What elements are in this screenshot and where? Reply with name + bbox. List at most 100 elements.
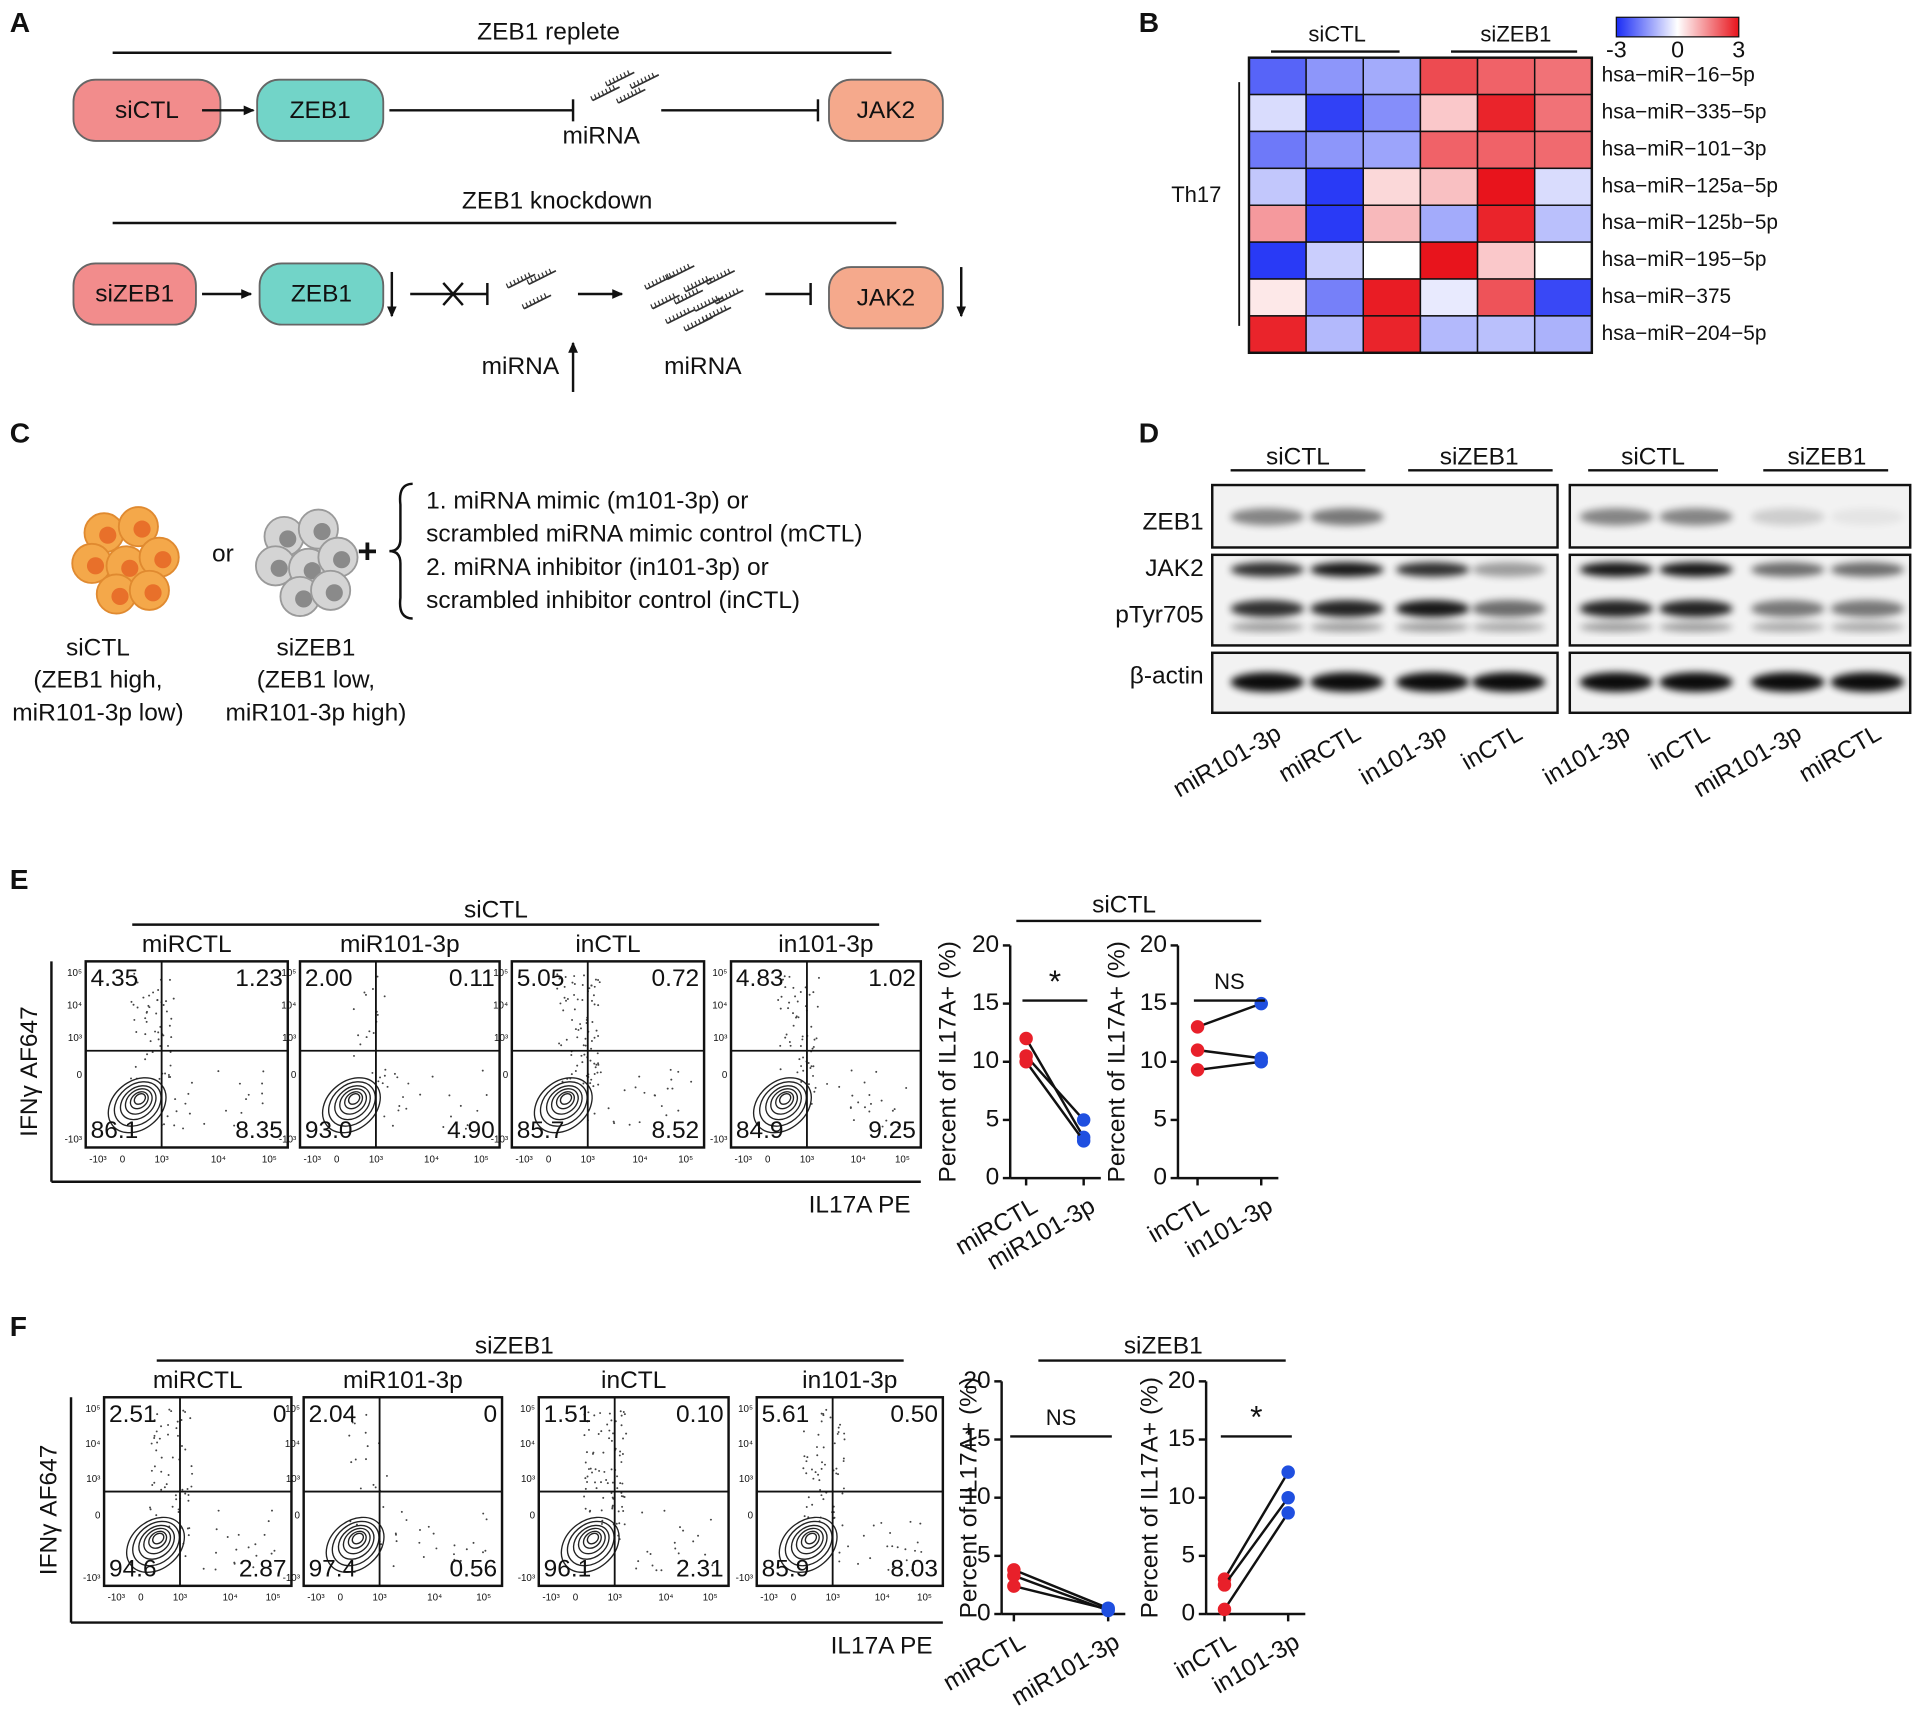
nucleus xyxy=(111,587,129,606)
event xyxy=(891,1109,894,1112)
event xyxy=(805,1472,808,1475)
event xyxy=(397,1109,400,1112)
mirna-tick xyxy=(707,299,711,305)
event xyxy=(558,1042,561,1045)
lane-label: in101-3p xyxy=(1539,720,1635,791)
heatmap-cell xyxy=(1476,204,1536,243)
flow-tick-label: 10⁴ xyxy=(427,1593,442,1604)
flow-tick-label: 0 xyxy=(138,1593,144,1604)
treatment-text: scrambled miRNA mimic control (mCTL) xyxy=(426,521,862,548)
event xyxy=(916,1541,919,1544)
event xyxy=(847,1545,850,1548)
event xyxy=(587,1411,590,1414)
contour xyxy=(334,1085,371,1121)
event xyxy=(692,1540,695,1543)
blot-band xyxy=(1230,600,1305,618)
nucleus xyxy=(99,526,117,544)
heatmap-cell xyxy=(1533,315,1593,354)
mirna-tick xyxy=(604,88,608,94)
event xyxy=(583,1495,586,1498)
contour xyxy=(132,1520,181,1567)
event xyxy=(187,1092,190,1095)
event xyxy=(660,1569,663,1572)
event xyxy=(817,976,820,979)
contour xyxy=(775,1091,795,1110)
mirna-tick xyxy=(525,302,529,308)
event xyxy=(352,1008,355,1011)
mirna-tick xyxy=(619,73,623,79)
flow-tick-label: 10³ xyxy=(800,1154,815,1165)
event xyxy=(620,1461,623,1464)
plot-title: miRCTL xyxy=(142,931,232,958)
event xyxy=(597,1433,600,1436)
event xyxy=(583,1053,586,1056)
dot xyxy=(1019,1031,1033,1046)
event xyxy=(619,1410,622,1413)
event xyxy=(612,1120,615,1123)
event xyxy=(621,1505,624,1508)
event xyxy=(814,1471,817,1474)
event xyxy=(574,1069,577,1072)
event xyxy=(822,1446,825,1449)
event xyxy=(184,1410,187,1413)
event xyxy=(571,1018,574,1021)
event xyxy=(376,975,379,978)
event xyxy=(252,1566,255,1569)
quadrant-value: 2.00 xyxy=(305,965,353,992)
event xyxy=(628,1123,631,1126)
event xyxy=(611,1507,614,1510)
event xyxy=(350,1461,353,1464)
y-tick-label: 5 xyxy=(1181,1541,1195,1568)
event xyxy=(837,1426,840,1429)
event xyxy=(566,998,569,1000)
mirna-tick xyxy=(608,86,612,92)
event xyxy=(637,1560,640,1563)
heatmap-cell xyxy=(1248,56,1307,96)
blot-band xyxy=(1751,600,1825,618)
event xyxy=(615,1522,618,1525)
row-title: ZEB1 knockdown xyxy=(462,188,652,215)
event xyxy=(802,1056,805,1059)
y-axis-label: Percent of IL17A+ (%) xyxy=(1103,941,1130,1182)
event xyxy=(365,1413,368,1416)
event xyxy=(155,1430,158,1433)
heatmap-cell xyxy=(1476,241,1536,280)
quadrant-value: 85.7 xyxy=(517,1117,565,1144)
flow-tick-label: -10³ xyxy=(283,1573,301,1584)
event xyxy=(582,1044,585,1047)
mirna-tick xyxy=(647,282,651,288)
contour xyxy=(143,1527,172,1555)
flow-tick-label: 10⁴ xyxy=(493,1001,508,1012)
event xyxy=(789,1044,792,1047)
event xyxy=(174,1098,177,1101)
mirna-tick xyxy=(713,299,717,305)
event xyxy=(359,1487,362,1490)
event xyxy=(377,1080,380,1083)
event xyxy=(663,1509,666,1512)
contour xyxy=(795,1527,824,1555)
event xyxy=(155,1449,158,1452)
mirna-tick xyxy=(683,287,687,292)
event xyxy=(820,1412,823,1415)
quadrant-value: 2.04 xyxy=(309,1401,357,1428)
event xyxy=(269,1565,272,1568)
event xyxy=(608,1429,611,1432)
event xyxy=(484,1549,487,1552)
event xyxy=(600,1430,603,1433)
mirna-tick xyxy=(661,298,665,304)
event xyxy=(168,1408,171,1411)
event xyxy=(799,1045,802,1047)
event xyxy=(704,1553,707,1556)
event xyxy=(261,1082,264,1085)
event xyxy=(837,1431,840,1434)
event xyxy=(591,1471,594,1474)
event xyxy=(621,1482,624,1485)
mirna-tick xyxy=(720,272,724,278)
event xyxy=(817,1473,820,1476)
nucleus xyxy=(333,551,351,569)
mirna-tick xyxy=(683,326,687,331)
event xyxy=(622,1495,625,1498)
event xyxy=(893,1108,896,1111)
contour xyxy=(328,1081,376,1127)
mirna-tick xyxy=(633,81,637,87)
